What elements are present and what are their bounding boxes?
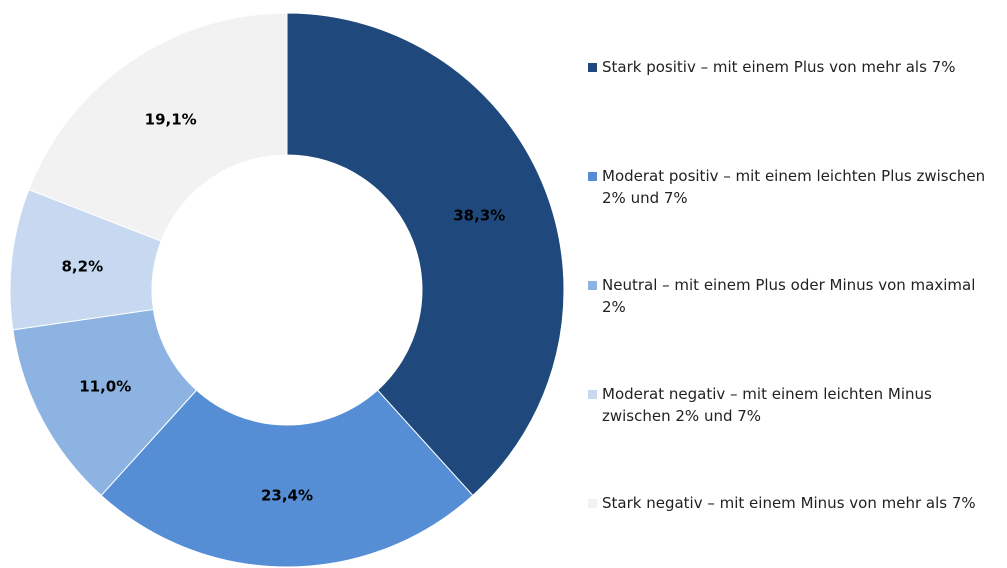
legend-swatch bbox=[588, 281, 597, 290]
data-label: 38,3% bbox=[453, 206, 505, 224]
legend-label: Stark negativ – mit einem Minus von mehr… bbox=[602, 494, 976, 512]
legend-swatch bbox=[588, 499, 597, 508]
legend-item: Stark negativ – mit einem Minus von mehr… bbox=[588, 492, 1003, 514]
data-label: 11,0% bbox=[79, 377, 131, 395]
data-label: 8,2% bbox=[62, 257, 104, 275]
legend-item: Stark positiv – mit einem Plus von mehr … bbox=[588, 56, 1003, 78]
slice bbox=[28, 12, 288, 242]
legend-swatch bbox=[588, 63, 597, 72]
data-label: 23,4% bbox=[261, 487, 313, 505]
legend-swatch bbox=[588, 390, 597, 399]
legend-item: Moderat positiv – mit einem leichten Plu… bbox=[588, 165, 1003, 209]
legend-label: Stark positiv – mit einem Plus von mehr … bbox=[602, 58, 956, 76]
legend-label: Neutral – mit einem Plus oder Minus von … bbox=[602, 276, 976, 316]
chart: 38,3% 23,4% 11,0% 8,2% 19,1% bbox=[9, 12, 565, 568]
legend-label: Moderat negativ – mit einem leichten Min… bbox=[602, 385, 932, 425]
legend-item: Neutral – mit einem Plus oder Minus von … bbox=[588, 274, 1003, 318]
legend-swatch bbox=[588, 172, 597, 181]
slice bbox=[286, 12, 565, 497]
data-label: 19,1% bbox=[145, 110, 197, 128]
legend-item: Moderat negativ – mit einem leichten Min… bbox=[588, 383, 1003, 427]
legend-label: Moderat positiv – mit einem leichten Plu… bbox=[602, 167, 986, 207]
slice bbox=[100, 389, 474, 568]
